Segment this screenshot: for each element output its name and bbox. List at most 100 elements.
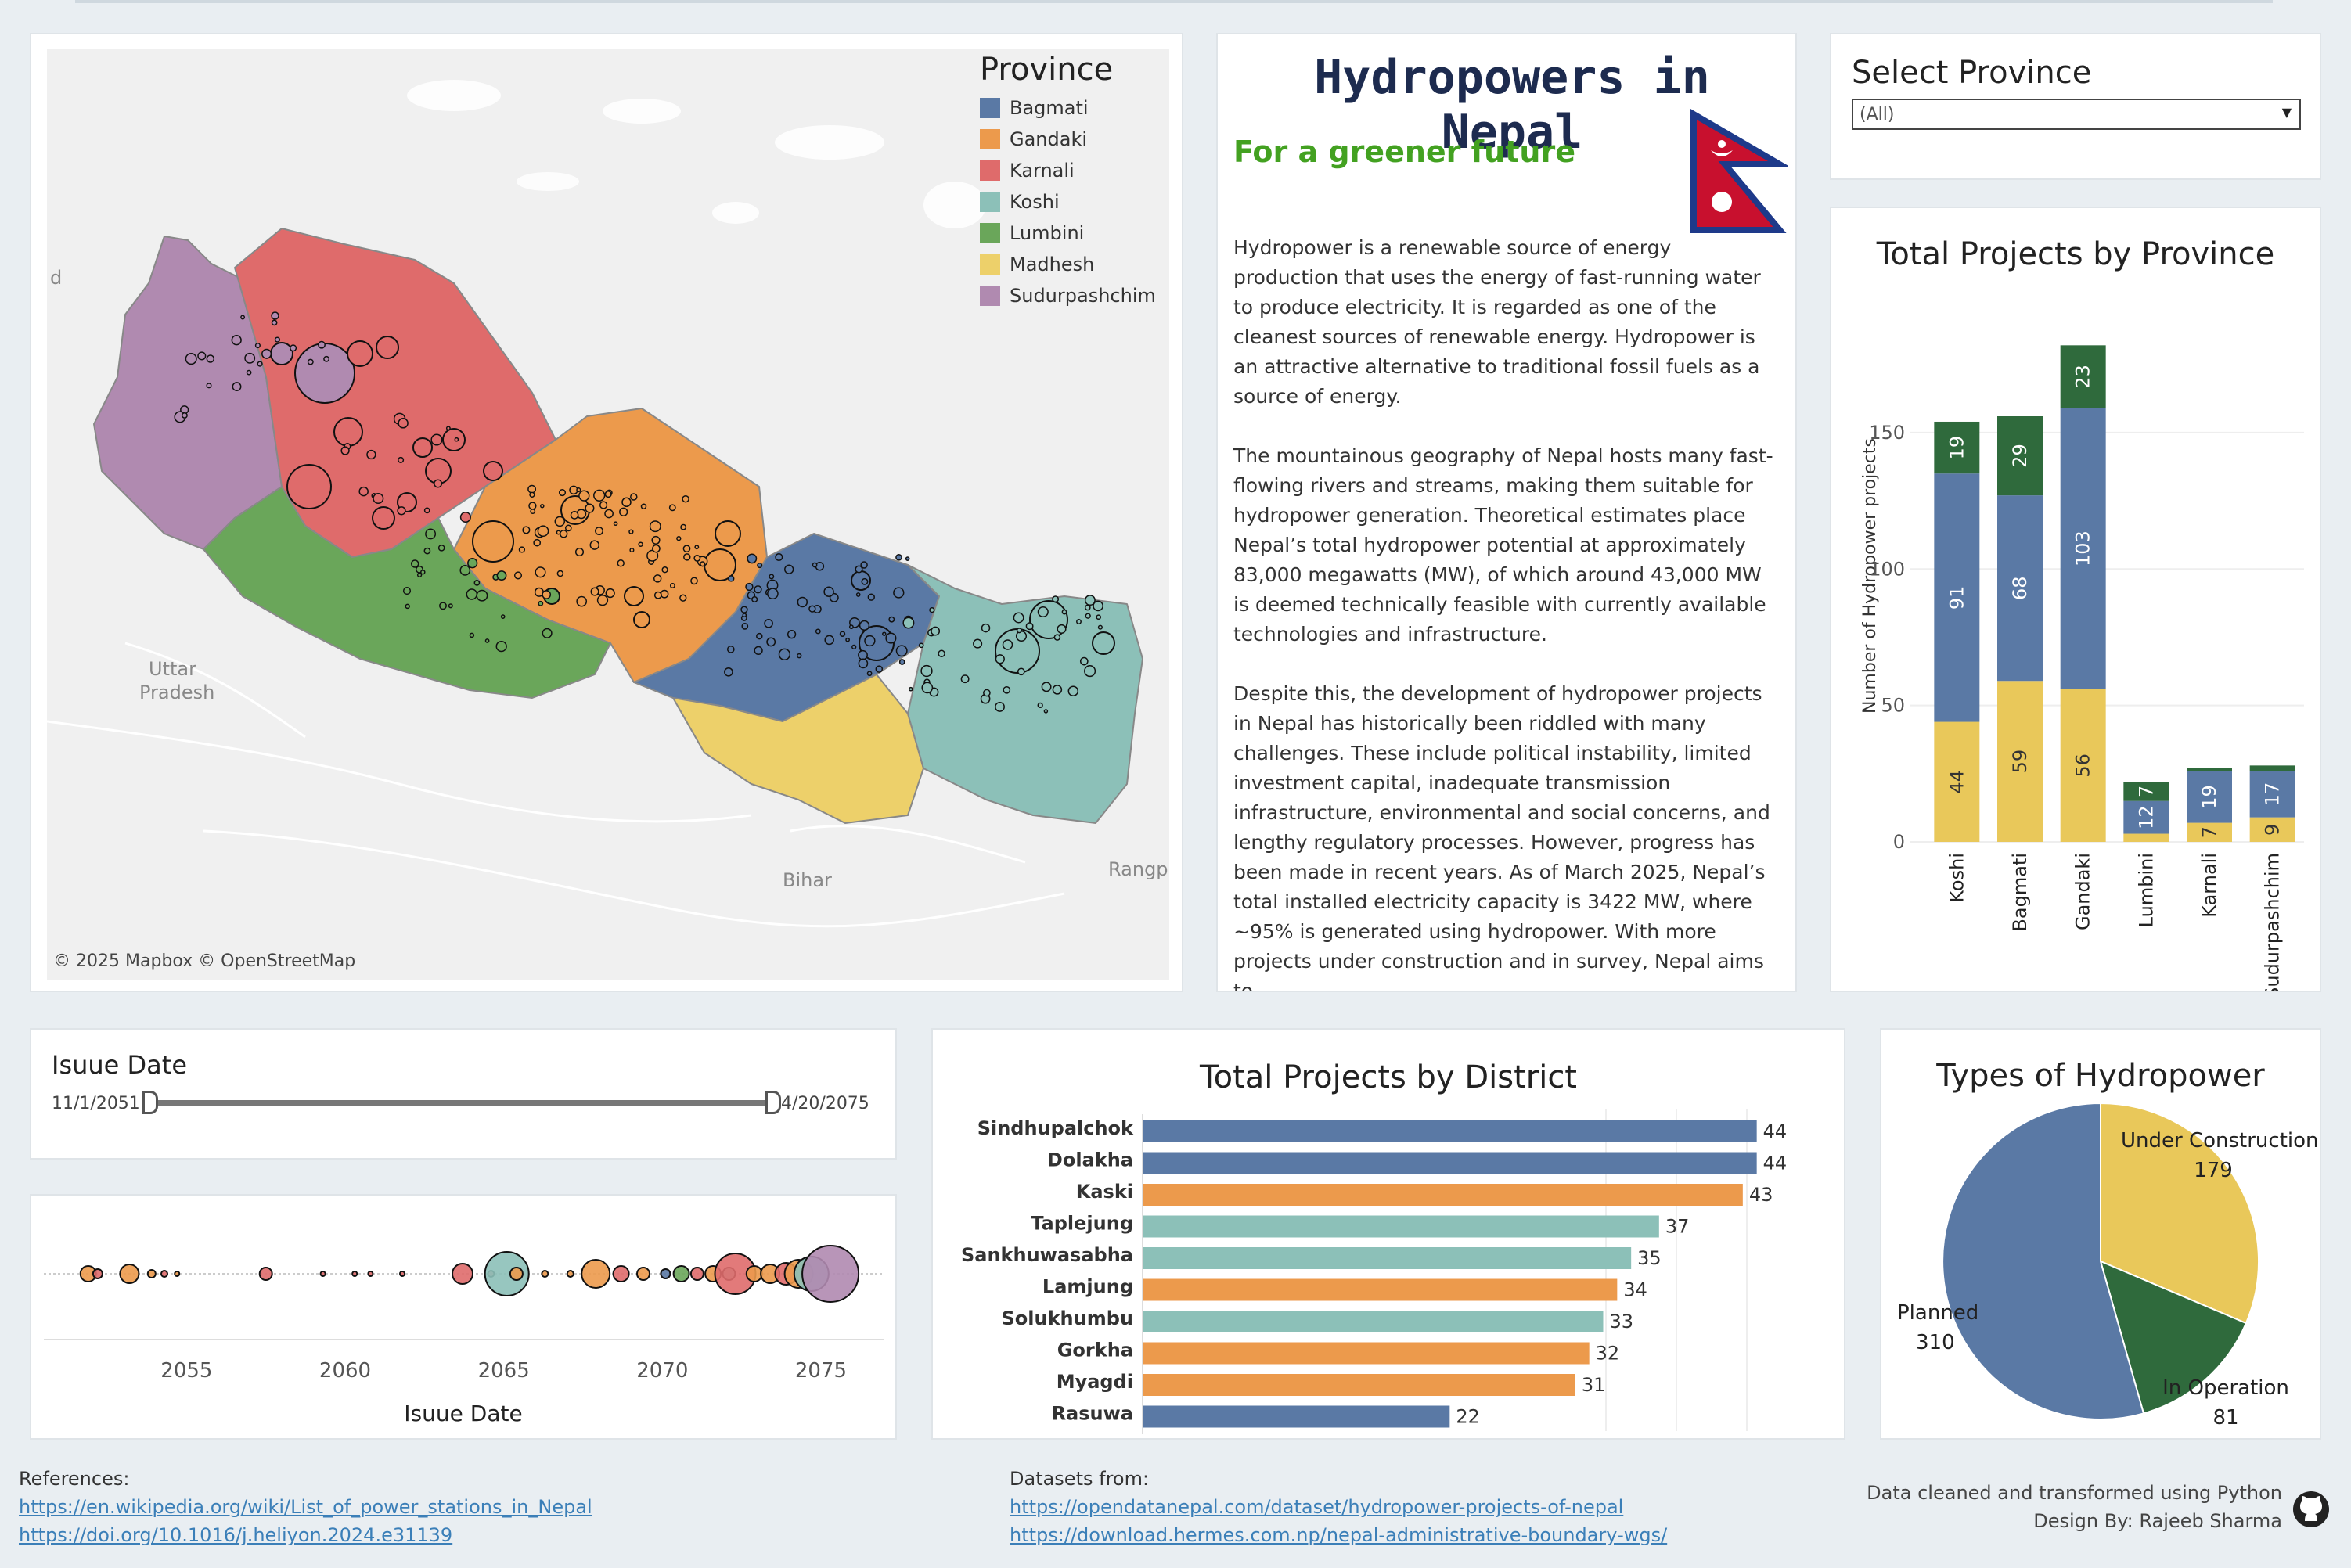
map-bubble[interactable] [1053,634,1061,641]
map-bubble[interactable] [397,506,406,516]
bar-segment[interactable] [2249,771,2295,818]
map-bubble[interactable] [851,644,857,650]
map-bubble[interactable] [893,587,905,599]
map-bubble[interactable] [676,536,682,541]
map-bubble[interactable] [824,635,834,646]
map-bubble[interactable] [848,624,854,630]
map-bubble[interactable] [613,521,618,527]
map-bubble[interactable] [754,646,763,656]
map-bubble[interactable] [527,484,537,494]
map-bubble[interactable] [1002,639,1013,650]
legend-entry[interactable]: Gandaki [980,124,1183,155]
map-bubble[interactable] [860,561,868,569]
district-bar[interactable] [1143,1374,1575,1396]
map-bubble[interactable] [290,344,297,352]
map-bubble[interactable] [867,593,875,601]
map-bubble[interactable] [307,358,314,365]
map-project-bubbles[interactable] [174,311,1115,714]
map-bubble[interactable] [726,646,735,653]
timeline-bubble[interactable] [566,1270,574,1278]
map-bubble[interactable] [578,490,590,502]
map-bubble[interactable] [652,544,661,553]
map-bubble[interactable] [931,626,941,636]
map-bubble[interactable] [476,589,488,602]
map-bubble[interactable] [855,565,863,574]
map-bubble[interactable] [596,594,609,606]
timeline-bubble[interactable] [672,1265,690,1282]
bar-segment[interactable] [2123,833,2169,842]
map-bubble[interactable] [246,369,252,376]
map-bubble[interactable] [412,437,433,458]
pie-slice[interactable] [1942,1102,2145,1420]
map-bubble[interactable] [740,606,748,613]
map-bubble[interactable] [1041,682,1052,692]
map-bubble[interactable] [372,506,395,530]
map-bubble[interactable] [402,587,412,595]
map-bubble[interactable] [727,575,735,582]
map-bubble[interactable] [294,343,355,404]
map-bubble[interactable] [439,602,447,610]
map-bubble[interactable] [938,649,945,658]
map-bubble[interactable] [430,433,443,446]
dataset-link[interactable]: https://download.hermes.com.np/nepal-adm… [1010,1524,1668,1546]
district-bar[interactable] [1143,1311,1604,1332]
map-bubble[interactable] [756,632,763,640]
map-bubble[interactable] [661,566,668,574]
map-bubble[interactable] [995,654,1005,664]
map-bubble[interactable] [556,570,564,577]
map-bubble[interactable] [323,355,330,362]
map-bubble[interactable] [358,486,369,497]
map-bubble[interactable] [693,554,701,562]
map-bubble[interactable] [898,659,905,665]
issue-date-timeline[interactable]: 2055 2060 2065 2070 2075 Isuue Date [31,1196,895,1438]
map-bubble[interactable] [787,630,797,639]
map-bubble[interactable] [257,361,263,367]
map-bubble[interactable] [434,479,443,488]
map-bubble[interactable] [495,640,507,653]
map-bubble[interactable] [700,561,706,567]
timeline-bubble[interactable] [509,1267,524,1281]
bar-segment[interactable] [1997,416,2043,496]
map-bubble[interactable] [624,586,644,606]
bar-segment[interactable] [2123,800,2169,834]
map-bubble[interactable] [274,336,281,343]
map-bubble[interactable] [815,628,821,635]
map-bubble[interactable] [778,648,791,660]
map-bubble[interactable] [754,585,762,594]
timeline-bubble[interactable] [160,1270,168,1278]
map-bubble[interactable] [1003,685,1011,694]
map-bubble[interactable] [855,592,861,597]
timeline-bubble[interactable] [258,1267,273,1281]
map-bubble[interactable] [1093,600,1103,612]
timeline-bubble[interactable] [146,1269,157,1278]
map-bubble[interactable] [1076,619,1082,624]
map-bubble[interactable] [425,528,437,540]
district-bar[interactable] [1143,1184,1743,1206]
map-bubble[interactable] [651,535,661,545]
map-bubble[interactable] [929,606,935,613]
map-bubble[interactable] [1097,624,1103,630]
map-bubble[interactable] [423,507,430,514]
district-bar[interactable] [1143,1215,1659,1238]
map-bubble[interactable] [679,594,687,602]
map-bubble[interactable] [724,667,733,677]
map-bubble[interactable] [1025,622,1034,631]
timeline-bubble[interactable] [612,1265,630,1282]
map-bubble[interactable] [1017,667,1025,676]
map-bubble[interactable] [271,311,279,320]
map-bubble[interactable] [1057,624,1067,634]
map-bubble[interactable] [1084,665,1096,678]
map-bubble[interactable] [621,497,632,508]
map-bubble[interactable] [522,526,531,534]
map-bubble[interactable] [513,571,523,580]
map-bubble[interactable] [1084,595,1096,606]
map-bubble[interactable] [858,649,868,660]
map-bubble[interactable] [747,553,758,564]
map-bubble[interactable] [270,342,293,365]
timeline-bubble[interactable] [174,1271,181,1277]
map-bubble[interactable] [416,572,423,578]
map-bubble[interactable] [496,570,507,581]
map-bubble[interactable] [1043,709,1049,714]
bar-segment[interactable] [2249,817,2295,842]
district-bar[interactable] [1143,1405,1450,1428]
